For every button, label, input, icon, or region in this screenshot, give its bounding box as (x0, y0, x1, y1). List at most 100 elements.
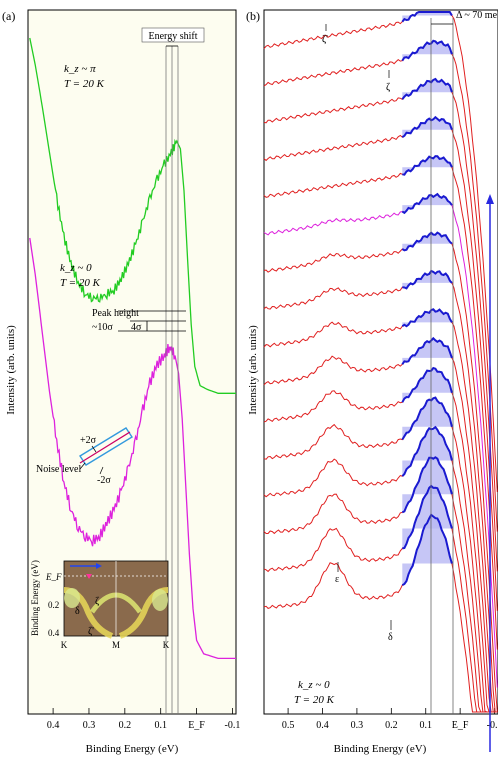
panel-b-peak-fill (402, 514, 452, 586)
inset-xtick-m: M (112, 640, 120, 650)
inset-label-delta: δ (75, 606, 80, 617)
panel-b-peak-fill (402, 232, 452, 251)
inset-label-zeta: ζ (95, 596, 99, 607)
ten-sigma-label: ~10σ (92, 322, 113, 333)
panel-b-curve (263, 231, 498, 713)
panel-b-peak-line (401, 366, 453, 403)
minus-two-sigma-pointer (99, 466, 104, 475)
panel-b-curve (263, 485, 498, 713)
panel-b-peak-fill (402, 117, 452, 138)
magenta-kz-label: k_z ~ 0 (60, 262, 92, 274)
noise-center-line (79, 431, 131, 464)
panel-b-peak-fill (402, 427, 452, 477)
panel-a-label: (a) (2, 9, 15, 23)
panel-a-x-tick-label: 0.4 (47, 720, 60, 731)
inset-ylabel: Binding Energy (eV) (30, 560, 40, 636)
panel-b-series (263, 11, 498, 713)
panel-b-peak-line (401, 513, 453, 586)
panel-b-peak-line (402, 484, 453, 550)
b-side-arrow-head (486, 194, 494, 204)
inset-xtick-k-right: K (163, 640, 170, 650)
magenta-temp-label: T = 20 K (60, 277, 101, 289)
panel-b-ylabel: Intensity (arb. units) (247, 325, 259, 415)
minus-two-sigma-label: -2σ (97, 475, 111, 486)
panel-a-series-line (29, 37, 236, 394)
panel-b-peak-fill (402, 486, 452, 549)
panel-b-peak-fill (402, 194, 452, 213)
panel-b-curve (263, 396, 498, 713)
inset-ytick-02: 0.2 (48, 600, 59, 610)
panel-a-series-line (29, 237, 236, 660)
inset-ytick-ef: E_F (45, 572, 62, 582)
panel-b: (b) Intensity (arb. units) Binding Energ… (246, 9, 498, 755)
four-sigma-label: 4σ (131, 322, 142, 333)
panel-a-x-tick-label: E_F (188, 720, 205, 731)
panel-b-curve (263, 308, 498, 713)
panel-b-peak-line (401, 456, 453, 514)
panel-b-xlabel: Binding Energy (eV) (334, 743, 427, 755)
panel-b-peak-line (401, 77, 453, 100)
panel-b-peak-fill (402, 79, 452, 100)
inset-ytick-04: 0.4 (48, 628, 60, 638)
panel-a-series (29, 37, 236, 660)
panel-b-peak-fill (402, 156, 452, 175)
panel-a-x-tick-label: 0.3 (83, 720, 96, 731)
plus-two-sigma-pointer (91, 445, 97, 453)
b-temp-label: T = 20 K (294, 694, 335, 706)
panel-b-x-tick-label: -0.1 (487, 720, 498, 731)
panel-b-peak-line (401, 425, 453, 477)
panel-b-x-tick-label: 0.4 (316, 720, 329, 731)
panel-b-peak-fill (402, 271, 452, 289)
b-label-epsilon: ε (335, 574, 339, 585)
panel-b-peak-fill (402, 397, 452, 440)
panel-b-curve (263, 367, 498, 713)
panel-b-peak-fill (402, 338, 452, 365)
panel-a-x-tick-label: -0.1 (224, 720, 240, 731)
inset-xtick-k-left: K (61, 640, 68, 650)
panel-a-x-tick-label: 0.2 (119, 720, 132, 731)
panel-b-curve (263, 426, 498, 713)
panel-b-peak-line (401, 11, 453, 23)
b-shift-label: Δ ~ 70 meV (456, 10, 498, 21)
panel-b-peak-fill (402, 40, 452, 61)
peak-height-label: Peak height (92, 308, 139, 319)
inset-marker (86, 574, 92, 579)
panel-a-ylabel: Intensity (arb. units) (5, 325, 17, 415)
panel-b-curve (263, 456, 498, 713)
panel-a-xlabel: Binding Energy (eV) (86, 743, 179, 755)
panel-b-curve (263, 78, 498, 572)
noise-level-pointer (79, 462, 86, 470)
panel-b-curve (263, 11, 498, 493)
panel-a-x-ticks: 0.4 0.3 0.2 0.1 E_F -0.1 (47, 708, 240, 731)
panel-b-curve (263, 116, 498, 611)
inset-bright-left (64, 588, 80, 608)
green-kz-label: k_z ~ π (64, 63, 96, 75)
b-label-delta: δ (388, 632, 393, 643)
panel-b-x-tick-label: 0.3 (351, 720, 364, 731)
panel-b-curve (263, 193, 498, 688)
noise-level-label: Noise level (36, 464, 81, 475)
panel-b-x-tick-label: E_F (452, 720, 469, 731)
panel-b-peak-line (401, 336, 453, 365)
energy-shift-label: Energy shift (149, 31, 198, 42)
panel-b-x-tick-label: 0.2 (385, 720, 398, 731)
panel-b-curve (263, 337, 498, 713)
panel-b-peak-line (401, 115, 453, 138)
b-kz-label: k_z ~ 0 (298, 679, 330, 691)
panel-b-peak-line (401, 39, 453, 62)
panel-b-peak-line (401, 231, 453, 252)
panel-b-label: (b) (246, 9, 260, 23)
panel-b-peak-line (402, 155, 453, 176)
b-label-zeta-prime: ζ' (322, 34, 328, 45)
noise-band (79, 427, 133, 466)
panel-b-peak-fill (402, 457, 452, 513)
panel-b-x-tick-label: 0.1 (419, 720, 432, 731)
panel-a-x-tick-label: 0.1 (154, 720, 167, 731)
panel-a: (a) Intensity (arb. units) Binding Energ… (2, 9, 240, 755)
panel-b-peak-line (401, 308, 453, 328)
panel-b-peak-line (401, 396, 453, 441)
plus-two-sigma-label: +2σ (80, 435, 97, 446)
inset-arrow-head (96, 563, 102, 569)
panel-b-x-ticks: 0.5 0.4 0.3 0.2 0.1 E_F -0.1 (282, 708, 498, 731)
